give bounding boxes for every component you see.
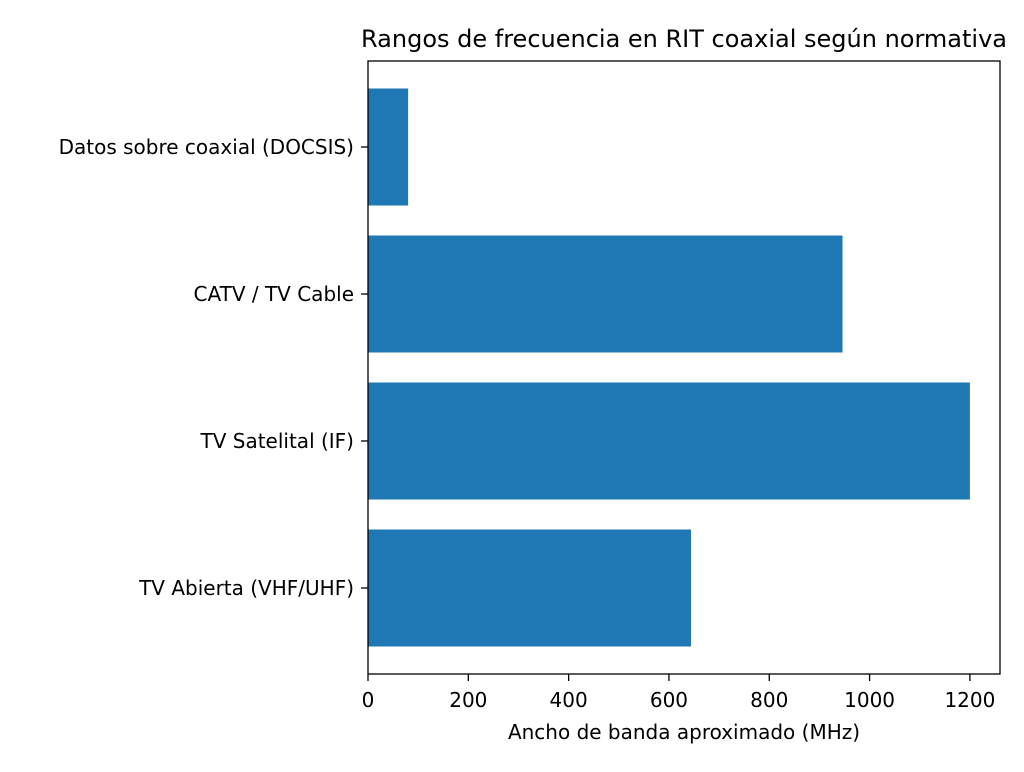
x-tick-label: 1000 xyxy=(844,688,895,712)
x-tick-label: 200 xyxy=(449,688,487,712)
y-tick-label: TV Abierta (VHF/UHF) xyxy=(138,576,354,600)
bar-datos-sobre-coaxial-docsis xyxy=(368,88,409,206)
x-tick-label: 800 xyxy=(750,688,788,712)
plot-frame xyxy=(367,60,1001,675)
x-tick-label: 400 xyxy=(550,688,588,712)
bar-catv-tv-cable xyxy=(368,235,843,353)
x-tick-label: 0 xyxy=(362,688,375,712)
x-tick-label: 1200 xyxy=(944,688,995,712)
y-tick-label: Datos sobre coaxial (DOCSIS) xyxy=(59,135,354,159)
x-tick-label: 600 xyxy=(650,688,688,712)
x-axis-label: Ancho de banda aproximado (MHz) xyxy=(508,720,860,744)
bar-tv-abierta-vhf-uhf xyxy=(368,529,692,647)
bars-group xyxy=(368,88,970,647)
chart-title: Rangos de frecuencia en RIT coaxial segú… xyxy=(361,25,1007,53)
y-tick-label: TV Satelital (IF) xyxy=(200,429,355,453)
y-axis: TV Abierta (VHF/UHF) TV Satelital (IF) CAT… xyxy=(59,135,368,600)
y-tick-label: CATV / TV Cable xyxy=(194,282,354,306)
x-axis: 0 200 400 600 800 1000 1200 xyxy=(362,674,995,712)
bar-tv-satelital-if xyxy=(368,382,970,500)
